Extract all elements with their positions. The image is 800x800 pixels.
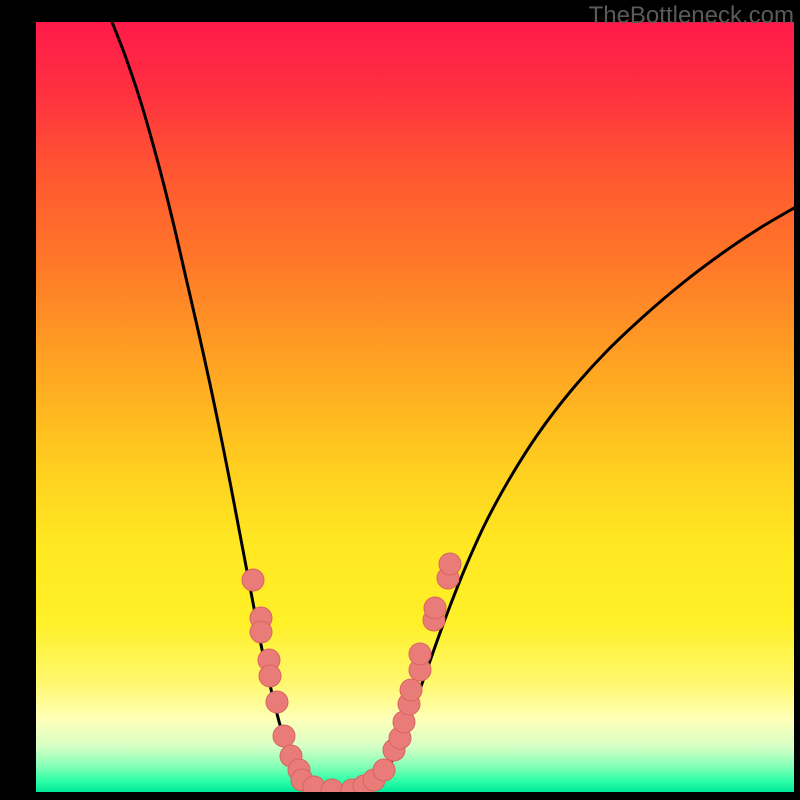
scatter-marker [393,711,415,733]
scatter-marker [266,691,288,713]
scatter-marker [423,609,445,631]
scatter-marker [389,727,411,749]
scatter-marker [424,597,446,619]
watermark-text: TheBottleneck.com [589,2,794,30]
chart-svg [36,22,794,792]
scatter-marker [288,759,310,781]
scatter-marker [250,621,272,643]
scatter-marker [353,775,375,792]
scatter-marker [341,779,363,792]
scatter-marker [373,759,395,781]
plot-area [36,22,794,792]
scatter-marker [409,643,431,665]
scatter-marker [409,659,431,681]
scatter-marker [259,665,281,687]
scatter-marker [250,607,272,629]
scatter-marker [258,649,280,671]
scatter-marker [398,693,420,715]
scatter-marker [321,779,343,792]
bottleneck-curve [112,22,794,791]
scatter-marker [280,745,302,767]
scatter-marker [303,776,325,792]
scatter-marker [291,769,313,791]
scatter-marker [242,569,264,591]
scatter-marker [400,679,422,701]
scatter-marker [363,769,385,791]
scatter-marker [273,725,295,747]
scatter-marker [439,553,461,575]
scatter-marker [383,739,405,761]
scatter-marker [437,567,459,589]
stage: TheBottleneck.com [0,0,800,800]
